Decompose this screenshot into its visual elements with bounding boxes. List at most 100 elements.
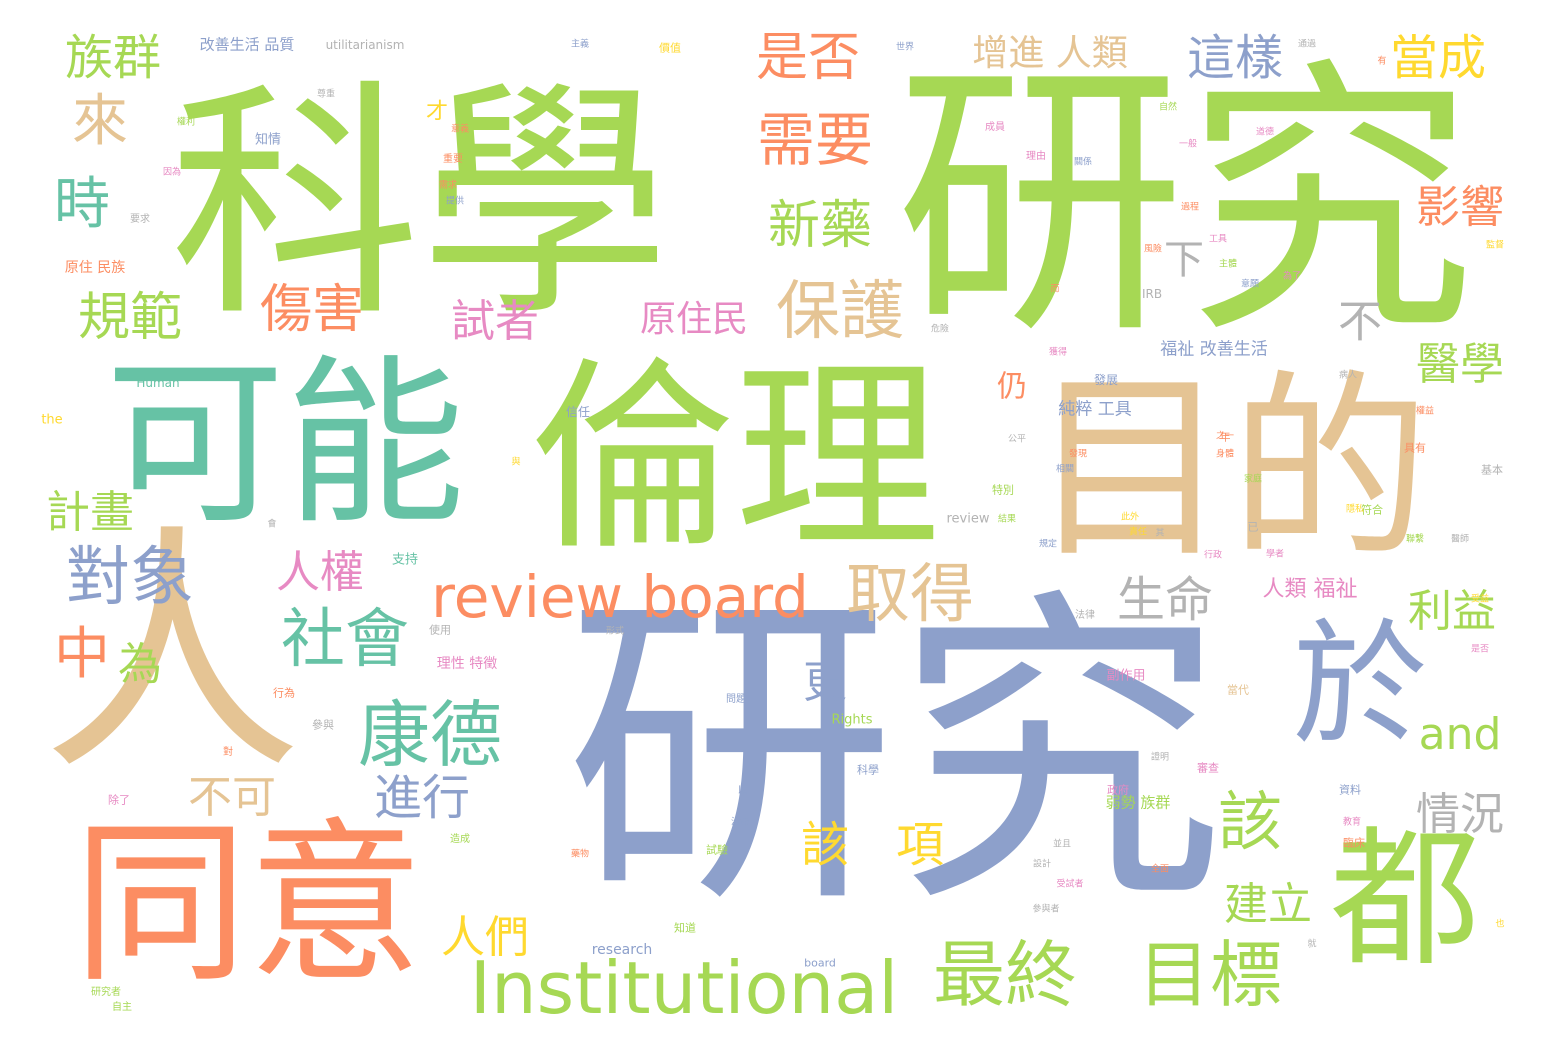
word-xingwei: 行為 [273,686,295,700]
word-zuqun: 族群 [64,30,162,86]
word-the: the [41,412,63,428]
word-shi: 時 [54,172,110,237]
word-yixue: 醫學 [1416,339,1504,390]
word-jiating: 家庭 [1243,474,1263,485]
word-bingqie: 並且 [1052,839,1072,850]
word-rights: Rights [831,712,873,728]
word-zhiyi: 之一 [1215,431,1235,442]
word-zhongyao: 重要 [443,154,463,165]
word-shangai: 傷害 [259,280,365,340]
word-xia: 下 [1157,238,1203,278]
word-qude: 取得 [846,558,974,632]
word-dangdai: 當代 [1227,683,1249,697]
word-ciwai: 此外 [1120,512,1140,523]
word-tixin: 提供 [445,196,465,207]
word-dou: 都 [1329,813,1481,987]
word-tongyi: 同意 [73,803,423,1007]
word-fuzuoyong: 副作用 [1106,668,1146,684]
word-yanjiu-top: 研究 [895,36,1475,373]
word-jinxing: 進行 [373,770,471,826]
word-yaoqiu: 要求 [130,214,150,225]
word-human: Human [136,376,180,390]
word-keneng: 可能 [104,340,466,549]
word-zunzhong: 尊重 [316,89,336,100]
word-yinsi: 隱私 [1345,504,1365,515]
word-fengxian: 風險 [1143,244,1163,255]
word-guanxi: 關係 [1073,157,1093,168]
word-yanjiu-big: 研究 [565,563,1225,947]
word-jieguo: 結果 [997,514,1017,525]
word-yinwei: 因為 [162,167,182,178]
word-zheyang: 這樣 [1186,30,1284,86]
word-qingkuang: 情況 [1416,789,1504,840]
word-shifu: 是否 [1470,644,1490,655]
word-guifan: 規範 [77,288,183,348]
word-quanli: 權利 [176,117,196,128]
word-zhengfu: 政府 [1107,783,1129,797]
word-mubiao: 目標 [1137,933,1283,1017]
word-shiyan: 試驗 [706,843,728,857]
word-juyou: 具有 [1404,441,1426,455]
word-bingren: 病人 [1338,370,1358,381]
word-yu: 於 [1292,606,1428,764]
word-renlei-fuzhi: 人類 福祉 [1262,577,1358,602]
word-lai: 來 [72,89,128,154]
word-gai2: 該 [1218,786,1282,860]
word-shizhe: 試者 [451,296,539,347]
word-ci: 此 [1290,209,1300,220]
word-shouzhe: 受試者 [1056,879,1084,890]
word-review-small: review [946,511,990,527]
word-zhidao: 知道 [674,921,696,935]
word-canyu: 參與 [312,718,334,732]
word-wei2: 為了 [1282,271,1302,282]
word-yaowu: 藥物 [570,849,590,860]
word-you: 有 [1377,56,1387,67]
word-shifou: 是否 [755,28,861,88]
word-zhiliao: 治療 [730,817,750,828]
word-zhong: 中 [54,622,110,687]
word-lianxi: 聯繫 [1405,534,1425,545]
word-zhengfu2: 科學 [857,763,879,777]
word-shezhi: 設計 [1032,859,1052,870]
word-yishi: 醫師 [1450,534,1470,545]
word-yiban: 一般 [1178,139,1198,150]
word-renmen: 人們 [441,912,529,963]
word-yingxiang: 影響 [1416,182,1504,233]
word-baohu: 保護 [776,275,904,349]
word-yuanzhumin: 原住民 [639,299,749,340]
word-fuzhi-gaishan: 福祉 改善生活 [1160,339,1268,360]
word-gaishan-pinzhi: 改善生活 品質 [199,35,295,54]
word-kangde: 康德 [357,693,503,777]
word-xinren: 信任 [565,405,591,419]
word-fazhan2: 發現 [1068,449,1088,460]
word-canyuzhe: 參與者 [1032,904,1060,915]
word-fazhan: 發展 [1093,373,1119,387]
word-ren: 人 [42,504,302,806]
word-zhengque: 正確 [1065,84,1085,95]
word-zhengming: 證明 [1150,752,1170,763]
word-yiyuan: 意願 [1240,279,1260,290]
word-xiangguan: 相關 [1055,464,1075,475]
word-ruoshi-zuqun: 弱勢 族群 [1105,793,1171,812]
word-xinyao: 新藥 [767,196,873,256]
word-gongju: 工具 [1208,234,1228,245]
word-yu2: 與 [511,457,521,468]
word-buke: 不可 [188,772,276,823]
word-xiang: 項 [895,817,945,873]
word-xueze: 學者 [1265,549,1285,560]
word-hui: 會 [267,519,277,530]
word-ziran: 自然 [1158,102,1178,113]
word-quanyi: 權益 [1415,406,1435,417]
word-guocheng: 過程 [1180,202,1200,213]
word-liyou: 理由 [1026,151,1046,162]
word-zaocheng: 造成 [450,834,470,845]
word-shengming: 生命 [1116,572,1214,628]
word-zhuyi: 主義 [570,39,590,50]
word-shijie: 世界 [895,42,915,53]
word-kexue: 科學 [170,59,670,350]
word-qi: 其 [1155,528,1165,539]
word-research: research [591,942,653,958]
word-renquan: 人權 [276,547,364,598]
word-zizhu: 自主 [112,1002,132,1013]
